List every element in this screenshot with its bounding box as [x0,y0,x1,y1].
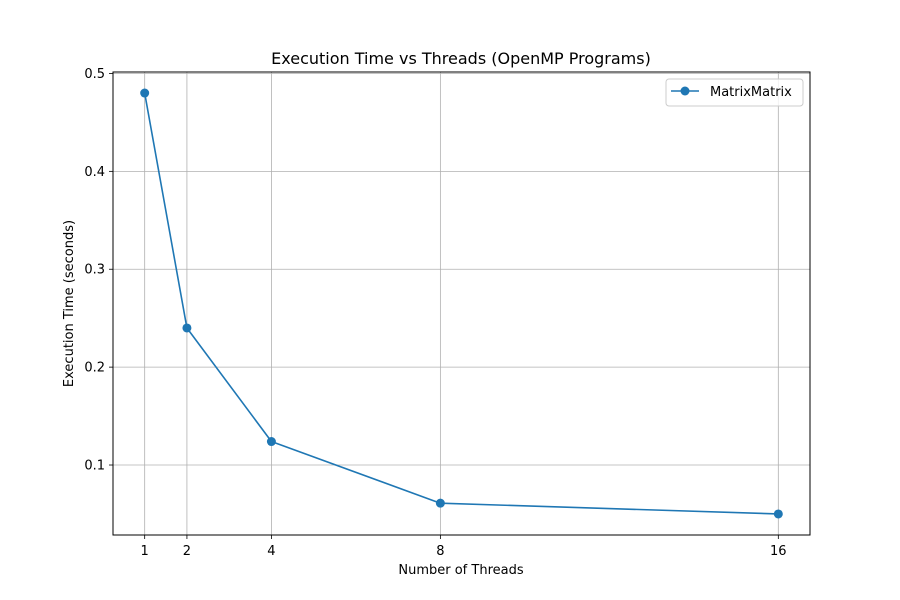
y-tick-label: 0.1 [84,459,105,474]
axis-ticks: 1 2 4 8 16 0.1 0.2 0.3 0.4 0.5 [84,67,786,559]
data-point [182,323,192,333]
data-point [266,437,276,447]
y-tick-label: 0.3 [84,263,105,278]
legend: MatrixMatrix [665,78,804,107]
data-point [140,88,150,98]
chart-title: Execution Time vs Threads (OpenMP Progra… [271,49,651,68]
x-tick-label: 8 [436,544,444,559]
x-tick-label: 2 [183,544,191,559]
x-tick-label: 4 [267,544,275,559]
grid [113,72,810,535]
y-tick-label: 0.4 [84,165,105,180]
legend-box [665,78,804,107]
series-layer [140,88,783,519]
y-tick-label: 0.2 [84,361,105,376]
x-tick-label: 1 [141,544,149,559]
legend-marker-swatch [680,86,690,96]
y-tick-label: 0.5 [84,67,105,82]
x-tick-label: 16 [770,544,787,559]
y-axis-label: Execution Time (seconds) [62,220,77,387]
plot-area-frame [112,71,811,536]
data-point [773,509,783,519]
data-point [435,498,445,508]
x-axis-label: Number of Threads [398,563,523,578]
legend-label-matrixmatrix: MatrixMatrix [710,85,792,100]
